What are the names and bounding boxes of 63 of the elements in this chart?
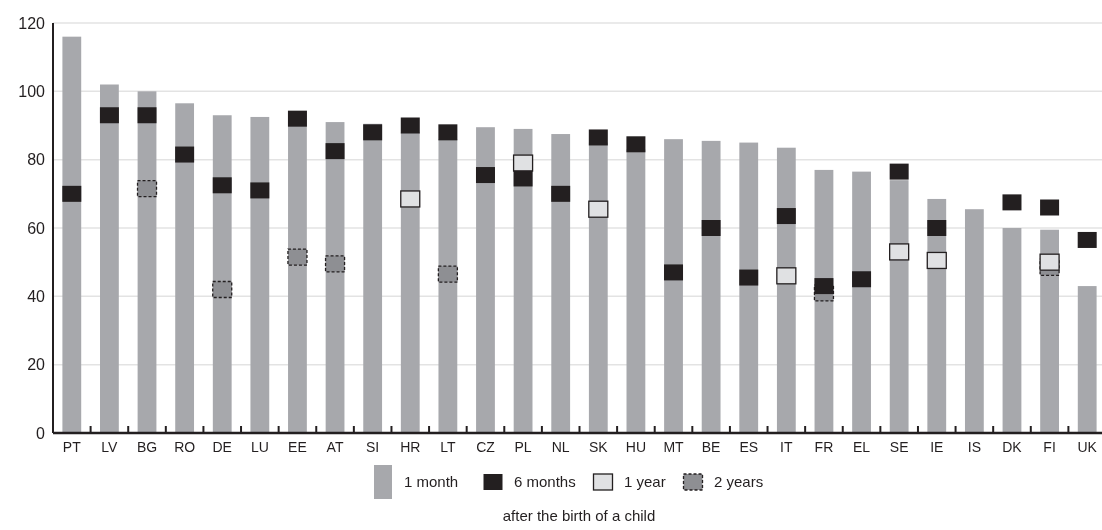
x-tick-label: LT (440, 439, 456, 455)
bar (100, 84, 119, 433)
x-tick-label: ES (739, 439, 759, 455)
bar (588, 142, 608, 433)
bar (814, 169, 834, 433)
x-tick-label: HU (625, 439, 647, 455)
x-tick-label: EL (852, 439, 871, 455)
x-tick-label: EE (288, 439, 307, 455)
x-tick-label: SE (889, 439, 909, 455)
y-tick-label: 60 (27, 219, 46, 237)
bar (62, 36, 82, 433)
x-tick-label: PL (514, 439, 532, 455)
bar (137, 91, 157, 433)
x-tick-label: LV (101, 439, 119, 455)
x-tick-label: IS (967, 439, 981, 455)
x-tick-label: IE (930, 439, 944, 455)
legend-title: after the birth of a child (502, 507, 656, 525)
x-tick-label: SK (588, 439, 609, 455)
x-tick-label: AT (326, 439, 344, 455)
y-tick-label: 120 (18, 14, 46, 32)
y-tick-label: 100 (18, 82, 46, 100)
bar (1002, 228, 1022, 433)
bar (212, 115, 232, 433)
bar (626, 149, 646, 433)
x-tick-label: RO (174, 439, 196, 455)
y-tick-label: 20 (27, 356, 46, 374)
x-tick-label: UK (1077, 439, 1098, 455)
bar (551, 134, 571, 433)
bar (175, 103, 195, 433)
legend-label: 1 month (404, 473, 459, 491)
legend-label: 1 year (624, 473, 666, 491)
y-tick-label: 0 (36, 424, 46, 442)
bar (852, 171, 871, 433)
bar (438, 139, 458, 433)
bar (701, 140, 721, 433)
bar (739, 142, 759, 433)
bar (400, 132, 420, 433)
bar (664, 139, 683, 433)
bar (964, 209, 984, 433)
bar (288, 125, 307, 433)
x-tick-label: FR (814, 439, 834, 455)
bar (1040, 229, 1059, 433)
x-tick-label: BE (701, 439, 721, 455)
x-tick-label: DK (1002, 439, 1023, 455)
bar (250, 116, 270, 433)
legend-label: 6 months (514, 473, 576, 491)
x-tick-label: NL (551, 439, 570, 455)
x-tick-label: BG (136, 439, 158, 455)
x-tick-label: IT (780, 439, 793, 455)
bar (1077, 286, 1097, 433)
x-tick-label: LU (250, 439, 269, 455)
x-tick-label: CZ (476, 439, 496, 455)
y-tick-label: 40 (27, 287, 46, 305)
bar (889, 180, 909, 433)
bar (476, 127, 495, 433)
x-tick-label: MT (663, 439, 685, 455)
x-tick-label: FI (1043, 439, 1056, 455)
y-tick-label: 80 (27, 151, 46, 169)
x-tick-label: SI (366, 439, 380, 455)
x-tick-label: DE (212, 439, 232, 455)
legend-label: 2 years (714, 473, 764, 491)
x-tick-label: PT (62, 439, 82, 455)
x-tick-label: HR (400, 439, 421, 455)
